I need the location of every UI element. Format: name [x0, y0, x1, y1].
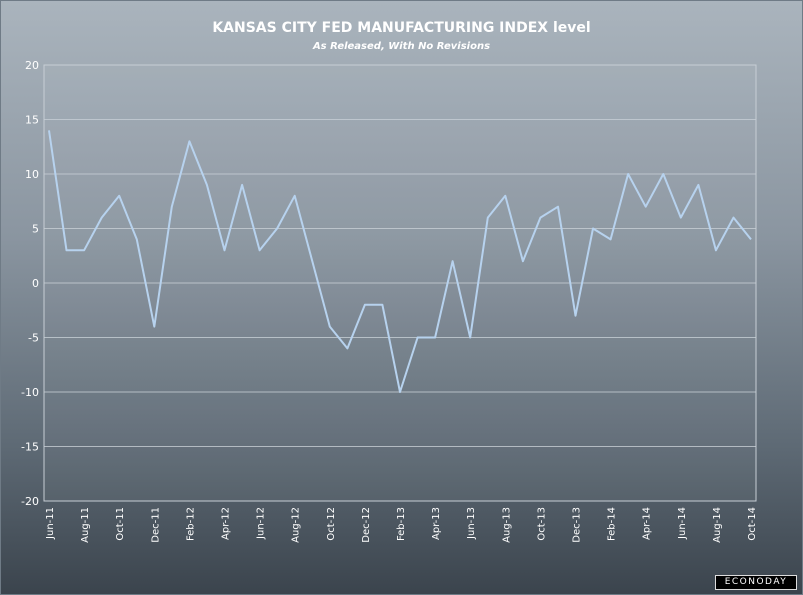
x-tick-label: Aug-13 — [501, 507, 512, 543]
x-tick-label: Dec-12 — [361, 507, 372, 543]
x-tick-label: Feb-13 — [396, 507, 407, 541]
series-group — [48, 130, 752, 393]
x-tick-label: Oct-13 — [536, 507, 547, 541]
y-axis-ticks: 20 15 10 5 0 -5 -10 -15 -20 — [21, 59, 39, 508]
x-tick-label: Oct-14 — [747, 507, 758, 541]
y-tick-label: -10 — [21, 386, 39, 399]
x-tick-label: Jun-14 — [677, 507, 688, 540]
x-tick-label: Aug-12 — [291, 507, 302, 543]
y-tick-label: 20 — [25, 59, 39, 72]
x-tick-label: Jun-13 — [466, 507, 477, 540]
series-line-0 — [48, 130, 752, 393]
x-tick-label: Apr-14 — [642, 507, 653, 540]
gridlines — [44, 64, 756, 502]
x-tick-label: Oct-12 — [326, 507, 337, 541]
x-tick-label: Jun-12 — [256, 507, 267, 540]
y-tick-label: -15 — [21, 441, 39, 454]
y-tick-label: 5 — [32, 223, 39, 236]
x-tick-label: Dec-13 — [572, 507, 583, 543]
y-tick-label: 15 — [25, 114, 39, 127]
x-tick-label: Apr-13 — [431, 507, 442, 540]
chart-title: KANSAS CITY FED MANUFACTURING INDEX leve… — [212, 20, 591, 36]
y-tick-label: 0 — [32, 277, 39, 290]
y-tick-label: 10 — [25, 168, 39, 181]
x-tick-label: Apr-12 — [221, 507, 232, 540]
x-tick-label: Aug-14 — [712, 507, 723, 543]
x-tick-label: Feb-12 — [185, 507, 196, 541]
y-tick-label: -20 — [21, 495, 39, 508]
x-tick-label: Jun-11 — [45, 507, 56, 540]
x-tick-label: Aug-11 — [80, 507, 91, 543]
y-tick-label: -5 — [28, 332, 39, 345]
x-tick-label: Feb-14 — [607, 507, 618, 541]
x-tick-label: Dec-11 — [150, 507, 161, 543]
x-tick-label: Oct-11 — [115, 507, 126, 541]
chart-subtitle: As Released, With No Revisions — [312, 41, 491, 52]
econoday-logo: ECONODAY — [715, 575, 797, 590]
x-axis-ticks: Jun-11 Aug-11 Oct-11 Dec-11 Feb-12 Apr-12 Jun-… — [45, 507, 758, 543]
